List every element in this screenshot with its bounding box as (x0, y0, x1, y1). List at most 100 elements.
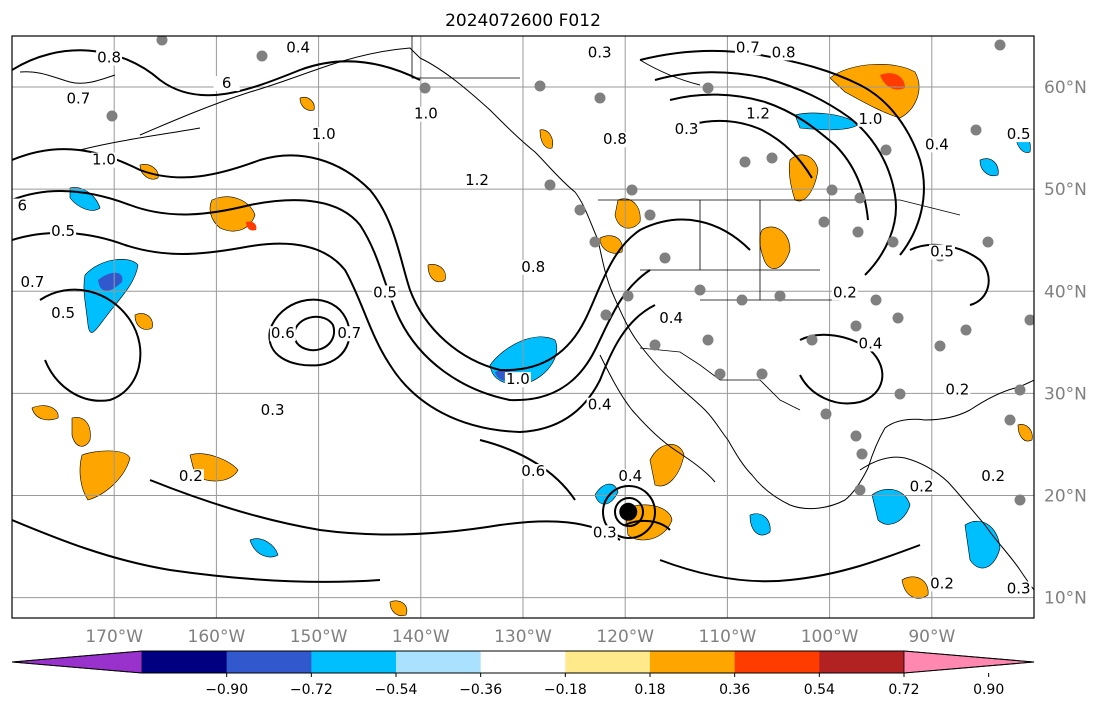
contour-line (293, 315, 336, 352)
colorbar-segment (396, 651, 482, 673)
contour-label: 0.2 (945, 380, 969, 398)
positive-anomaly-patch (901, 576, 929, 599)
colorbar-extend-max (903, 650, 1035, 674)
contour-label-background (177, 469, 204, 485)
contour-line (624, 519, 671, 531)
latitude-tick-label: 50°N (1044, 180, 1087, 200)
contour-label: 1.0 (312, 125, 336, 143)
contour-label-background (259, 402, 286, 418)
contour-label: 0.4 (618, 13, 642, 31)
latitude-tick-label: 40°N (1044, 282, 1087, 302)
station-markers (106, 36, 1034, 506)
positive-anomaly-patch (880, 73, 905, 90)
contour-line (12, 519, 381, 583)
contour-label-background (464, 173, 491, 189)
contour-label-background (96, 50, 123, 66)
map-frame (11, 35, 1035, 619)
colorbar-segment (734, 651, 820, 673)
station-marker (1014, 494, 1026, 506)
contour-label-background (65, 91, 92, 107)
contour-label-background (310, 127, 337, 143)
contour-label: 0.3 (1007, 579, 1031, 597)
positive-anomaly-patch (649, 444, 685, 487)
station-marker (739, 156, 751, 168)
hudson-coastline (639, 59, 701, 86)
negative-anomaly-patch (594, 483, 619, 505)
positive-anomaly-patch (539, 129, 553, 149)
longitude-tick-label: 130°W (494, 627, 552, 647)
contour-label-background (831, 285, 858, 301)
station-marker (714, 368, 726, 380)
station-marker (870, 294, 882, 306)
negative-anomaly-patch (871, 488, 911, 525)
contour-label-background (770, 45, 797, 61)
contour-label: 0.6 (521, 462, 545, 480)
contour-label: 0.3 (588, 43, 612, 61)
contour-label: 0.4 (925, 135, 949, 153)
station-marker (960, 324, 972, 336)
contour-label-background (285, 40, 312, 56)
station-marker (982, 236, 994, 248)
station-marker (850, 430, 862, 442)
colorbar-segment (650, 651, 736, 673)
contour-label-background (944, 382, 971, 398)
latitude-tick-label: 10°N (1044, 589, 1087, 609)
colorbar-extend-min (11, 650, 143, 674)
contour-label-layer: 0.4 0.7 0.8 6 1.0 1.0 6 0.5 0.7 0.5 0.6 0.7 0.5 0.3 1.… (12, 13, 1032, 597)
contour-label-background (372, 285, 399, 301)
contour-label: 0.8 (97, 49, 121, 67)
contour-line (479, 439, 576, 501)
contour-label-background (980, 469, 1007, 485)
longitude-tick-label: 90°W (908, 627, 955, 647)
station-marker (702, 334, 714, 346)
station-marker (818, 216, 830, 228)
station-marker (106, 110, 118, 122)
positive-anomaly-patch (246, 221, 257, 231)
contour-label: 0.5 (51, 222, 75, 240)
political-borders (411, 36, 961, 411)
contour-line (654, 71, 897, 276)
contour-label: 1.0 (506, 370, 530, 388)
station-marker (1004, 414, 1016, 426)
station-marker (419, 82, 431, 94)
longitude-tick-label: 170°W (85, 627, 143, 647)
contour-label: 0.4 (588, 396, 612, 414)
contour-label-background (923, 137, 950, 153)
station-marker (736, 294, 748, 306)
contour-label-background (745, 106, 772, 122)
contour-label-background (12, 198, 36, 214)
positive-anomaly-patch (389, 600, 408, 617)
central-america-coastline (859, 456, 1034, 591)
contour-label: 0.4 (618, 467, 642, 485)
contour-line (12, 49, 421, 97)
longitude-tick-label: 160°W (188, 627, 246, 647)
station-marker (622, 290, 634, 302)
station-marker (156, 36, 168, 46)
contour-line (659, 544, 921, 583)
latitude-axis: 60°N 50°N 40°N 30°N 20°N 10°N (1044, 78, 1087, 609)
map-panel: 0.4 0.7 0.8 6 1.0 1.0 6 0.5 0.7 0.5 0.6 0.7 0.5 0.3 1.… (11, 13, 1035, 619)
station-marker (970, 124, 982, 136)
contour-line (669, 93, 869, 221)
contour-label: 0.7 (337, 324, 361, 342)
map-gridlines (12, 36, 1034, 618)
station-marker (589, 236, 601, 248)
contour-label: 0.7 (67, 89, 91, 107)
station-marker (1014, 384, 1026, 396)
station-marker (774, 290, 786, 302)
negative-anomaly-patch (979, 158, 999, 177)
station-marker (256, 50, 268, 62)
shaded-anomaly-patches (31, 64, 1033, 617)
contour-label: 0.2 (833, 283, 857, 301)
state-borders (640, 200, 840, 301)
longitude-axis: 170°W 160°W 150°W 140°W 130°W 120°W 110°W 100°W… (85, 627, 955, 647)
contour-label-background (586, 45, 613, 61)
colorbar-tick-label: −0.72 (290, 682, 333, 698)
contour-label: 6 (17, 197, 27, 215)
colorbar-tick-label: 0.90 (973, 682, 1004, 698)
contour-label-background (857, 336, 884, 352)
contour-label: 0.8 (603, 130, 627, 148)
contour-label: 0.5 (51, 304, 75, 322)
contour-label: 1.2 (465, 171, 489, 189)
contour-line (39, 288, 142, 402)
